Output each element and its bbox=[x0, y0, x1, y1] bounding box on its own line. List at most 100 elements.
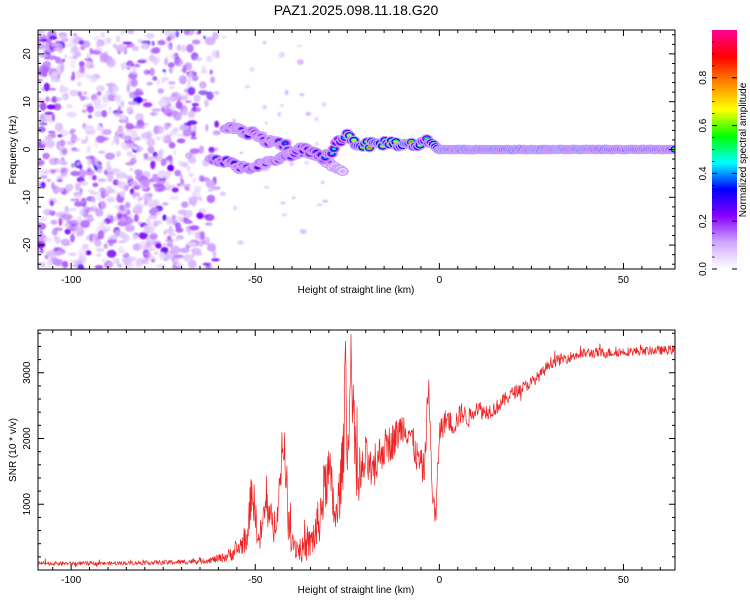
spectrogram-noise-blob bbox=[151, 40, 155, 47]
spectrogram-noise-blob bbox=[191, 74, 199, 82]
snr-series-line bbox=[38, 333, 675, 568]
spectrogram-noise-blob bbox=[112, 258, 120, 265]
spectrogram-noise-blob bbox=[47, 258, 53, 268]
spectrogram-noise-blob bbox=[146, 247, 156, 251]
spectrogram-noise-blob bbox=[212, 31, 219, 40]
spectrogram-noise-blob bbox=[116, 180, 124, 185]
spectrogram-noise-blob bbox=[125, 129, 132, 133]
spectrogram-noise-blob bbox=[152, 76, 156, 81]
spectrogram-noise-blob bbox=[131, 45, 140, 51]
spectrogram-noise-blob bbox=[162, 69, 166, 73]
spectrogram-noise-blob bbox=[143, 198, 148, 206]
spectrogram-noise-blob bbox=[48, 169, 57, 174]
spectrogram-noise-blob bbox=[192, 177, 197, 184]
spectrogram-noise-blob bbox=[165, 216, 173, 225]
spectrogram-noise-blob bbox=[164, 58, 168, 66]
spectrogram-noise-blob bbox=[118, 184, 126, 189]
spectrogram-noise-blob bbox=[96, 253, 102, 258]
spectrogram-noise-blob bbox=[77, 81, 82, 87]
spectrogram-noise-blob bbox=[82, 256, 87, 264]
spectrogram-noise-blob bbox=[137, 194, 141, 204]
spectrogram-ridge-cell bbox=[352, 139, 356, 142]
spectrogram-noise-blob bbox=[59, 167, 67, 174]
spectrogram-noise-blob bbox=[162, 214, 167, 221]
spectrogram-noise-blob bbox=[116, 212, 122, 220]
spectrogram-noise-blob bbox=[140, 132, 151, 140]
spectrogram-noise-blob bbox=[100, 31, 105, 38]
spectrogram-noise-blob bbox=[183, 30, 191, 36]
spectrogram-noise-blob bbox=[95, 85, 106, 92]
spectrogram-noise-blob bbox=[76, 176, 85, 183]
spectrogram-noise-blob bbox=[51, 96, 58, 103]
spectrogram-noise-blob bbox=[42, 152, 50, 160]
spectrogram-noise-blob bbox=[170, 245, 181, 255]
spectrogram-noise-blob bbox=[213, 91, 220, 95]
spectrogram-noise-blob bbox=[184, 209, 193, 218]
spectrogram-noise-blob bbox=[191, 39, 201, 45]
spectrogram-noise-blob bbox=[172, 30, 176, 40]
spectrogram-noise-blob bbox=[89, 47, 93, 55]
spectrogram-noise-blob bbox=[58, 43, 63, 51]
spectrogram-noise-blob bbox=[47, 130, 56, 134]
spectrogram-noise-blob bbox=[322, 199, 329, 203]
spectrogram-noise-blob bbox=[117, 125, 124, 133]
spectrogram-noise-blob bbox=[132, 234, 138, 241]
y-tick-label: 10 bbox=[22, 96, 33, 108]
spectrogram-noise-blob bbox=[85, 250, 92, 256]
spectrogram-noise-blob bbox=[77, 91, 83, 97]
spectrogram-noise-blob bbox=[134, 214, 139, 223]
spectrogram-noise-blob bbox=[156, 136, 161, 141]
spectrogram-noise-blob bbox=[168, 142, 176, 149]
spectrogram-noise-blob bbox=[144, 225, 153, 235]
spectrogram-noise-blob bbox=[125, 116, 129, 125]
spectrogram-noise-blob bbox=[111, 140, 115, 146]
spectrogram-noise-blob bbox=[185, 164, 191, 172]
spectrogram-noise-blob bbox=[281, 213, 288, 217]
spectrogram-noise-blob bbox=[201, 240, 207, 245]
spectrogram-noise-blob bbox=[188, 110, 196, 119]
spectrogram-noise-blob bbox=[314, 142, 320, 146]
spectrogram-noise-blob bbox=[112, 179, 120, 186]
spectrogram-noise-blob bbox=[175, 101, 183, 109]
spectrogram-noise-blob bbox=[207, 243, 216, 252]
spectrogram-noise-blob bbox=[149, 233, 158, 240]
spectrogram-noise-blob bbox=[65, 183, 74, 191]
spectrogram-noise-blob bbox=[175, 227, 184, 233]
spectrogram-noise-blob bbox=[62, 210, 70, 214]
spectrogram-noise-blob bbox=[144, 252, 153, 258]
spectrogram-noise-blob bbox=[51, 181, 55, 190]
spectrogram-noise-blobs bbox=[38, 30, 329, 269]
spectrogram-noise-blob bbox=[58, 217, 63, 226]
spectrogram-noise-blob bbox=[114, 135, 119, 144]
spectrogram-noise-blob bbox=[52, 103, 62, 111]
spectrogram-noise-blob bbox=[212, 130, 221, 136]
spectrogram-noise-blob bbox=[163, 231, 167, 235]
spectrogram-noise-blob bbox=[150, 112, 156, 117]
spectrogram-noise-blob bbox=[85, 60, 93, 70]
spectrogram-noise-blob bbox=[216, 50, 220, 59]
spectrogram-noise-blob bbox=[97, 178, 107, 183]
spectrogram-noise-blob bbox=[149, 67, 155, 77]
spectrogram-noise-blob bbox=[69, 198, 78, 202]
spectrogram-noise-blob bbox=[151, 47, 161, 54]
spectrogram-noise-blob bbox=[208, 146, 215, 153]
spectrogram-noise-blob bbox=[321, 101, 327, 107]
spectrogram-noise-blob bbox=[292, 196, 296, 200]
spectrogram-noise-blob bbox=[90, 237, 101, 243]
spectrogram-noise-blob bbox=[120, 100, 125, 108]
colorbar-tick-label: 0.0 bbox=[698, 262, 709, 276]
spectrogram-noise-blob bbox=[42, 169, 51, 175]
spectrogram-noise-blob bbox=[148, 178, 155, 183]
spectrogram-noise-blob bbox=[134, 169, 143, 175]
spectrogram-noise-blob bbox=[80, 199, 86, 204]
spectrogram-noise-blob bbox=[87, 114, 93, 119]
spectrogram-noise-blob bbox=[143, 69, 150, 75]
spectrogram-noise-blob bbox=[78, 40, 85, 45]
spectrogram-noise-blob bbox=[169, 160, 173, 165]
spectrogram-noise-blob bbox=[296, 44, 303, 48]
spectrogram-noise-blob bbox=[64, 228, 71, 235]
spectrogram-noise-blob bbox=[171, 214, 176, 220]
spectrogram-noise-blob bbox=[135, 113, 144, 122]
spectrogram-noise-blob bbox=[148, 214, 158, 220]
x-tick-label: 0 bbox=[437, 275, 443, 286]
